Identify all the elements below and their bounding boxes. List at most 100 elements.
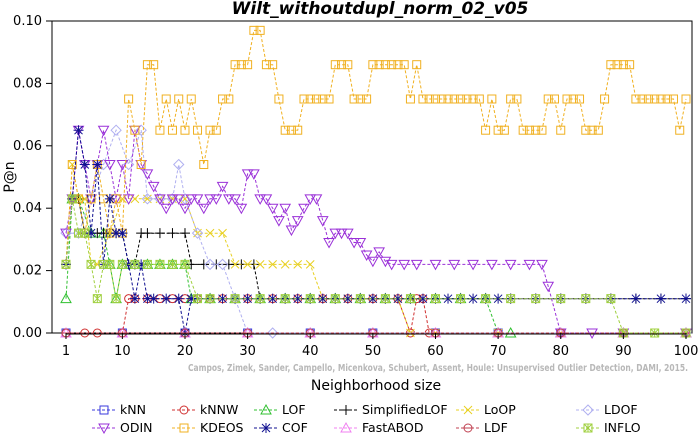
legend-label: LOF bbox=[282, 402, 306, 417]
inflo-point bbox=[355, 294, 365, 304]
kdeos-point bbox=[136, 160, 146, 170]
kdeos-point bbox=[524, 125, 534, 135]
kdeos-point bbox=[543, 94, 553, 104]
kdeos-point bbox=[261, 60, 271, 70]
loop-point bbox=[230, 260, 240, 269]
kdeos-point bbox=[318, 94, 328, 104]
kdeos-point bbox=[643, 94, 653, 104]
odin-point bbox=[241, 169, 254, 180]
cof-point bbox=[117, 228, 128, 239]
kdeos-point bbox=[418, 94, 428, 104]
kdeos-point bbox=[161, 94, 171, 104]
kdeos-point bbox=[493, 125, 503, 135]
ldof-point bbox=[72, 227, 85, 239]
kdeos-point bbox=[305, 94, 315, 104]
inflo-point bbox=[92, 294, 102, 304]
kdeos-point bbox=[393, 60, 403, 70]
kdeos-point bbox=[337, 60, 347, 70]
inflo-point bbox=[305, 294, 315, 304]
legend-lof-point bbox=[260, 403, 272, 415]
inflo-point bbox=[117, 259, 127, 269]
legend-label: KDEOS bbox=[200, 420, 244, 434]
kdeos-point bbox=[405, 94, 415, 104]
kdeos-point bbox=[549, 94, 559, 104]
kdeos-point bbox=[656, 94, 666, 104]
odin-point bbox=[486, 259, 498, 271]
odin-point bbox=[260, 194, 273, 205]
odin-point bbox=[429, 259, 442, 271]
kdeos-point bbox=[86, 194, 96, 204]
inflo-point bbox=[67, 194, 77, 204]
odin-point bbox=[197, 203, 210, 215]
odin-point bbox=[210, 194, 223, 205]
kdeos-point bbox=[218, 94, 228, 104]
legend-item-kdeos: KDEOS bbox=[172, 420, 244, 434]
kdeos-line bbox=[65, 29, 687, 265]
cof-point bbox=[104, 193, 115, 204]
odin-point bbox=[248, 169, 260, 180]
kdeos-point bbox=[481, 125, 491, 135]
kdeos-point bbox=[568, 94, 578, 104]
kdeos-point bbox=[506, 94, 516, 104]
odin-point bbox=[185, 194, 198, 205]
inflo-point bbox=[556, 294, 566, 304]
kdeos-point bbox=[662, 94, 672, 104]
series-kdeos bbox=[61, 25, 691, 269]
odin-point bbox=[285, 225, 298, 237]
cof-point bbox=[681, 293, 691, 304]
kdeos-point bbox=[612, 60, 622, 70]
x-tick-label: 90 bbox=[615, 344, 632, 359]
odin-point bbox=[304, 194, 317, 205]
kdeos-point bbox=[556, 125, 566, 135]
legend-label: SimplifiedLOF bbox=[362, 402, 448, 417]
y-tick-label: 0.06 bbox=[13, 139, 42, 154]
odin-point bbox=[373, 247, 385, 258]
kdeos-point bbox=[286, 125, 296, 135]
legend-item-fastabod: FastABOD bbox=[334, 420, 424, 434]
cof-point bbox=[493, 293, 504, 304]
x-tick-label: 40 bbox=[302, 344, 319, 359]
cof-point bbox=[267, 293, 278, 304]
legend-item-lof: LOF bbox=[254, 402, 306, 417]
cof-point bbox=[468, 293, 479, 304]
inflo-point bbox=[230, 294, 240, 304]
kdeos-point bbox=[668, 94, 678, 104]
x-tick-label: 70 bbox=[490, 344, 507, 359]
legend-item-ldof: LDOF bbox=[576, 402, 638, 417]
legend-item-loop: LoOP bbox=[456, 402, 516, 417]
odin-point bbox=[266, 203, 279, 215]
kdeos-point bbox=[675, 125, 685, 135]
kdeos-point bbox=[180, 125, 190, 135]
kdeos-point bbox=[149, 60, 159, 70]
kdeos-point bbox=[355, 94, 365, 104]
odin-point bbox=[216, 181, 229, 193]
kdeos-point bbox=[243, 60, 253, 70]
lof-point bbox=[60, 292, 72, 304]
legend-inflo-point bbox=[583, 423, 593, 433]
knnw-line bbox=[66, 298, 686, 335]
odin-point bbox=[542, 281, 555, 293]
legend-ldf-point bbox=[463, 423, 473, 433]
odin-point bbox=[279, 203, 292, 215]
ldof-point bbox=[204, 258, 216, 271]
kdeos-point bbox=[174, 94, 184, 104]
kdeos-point bbox=[637, 94, 647, 104]
kdeos-point bbox=[443, 94, 453, 104]
odin-point bbox=[298, 203, 310, 215]
odin-point bbox=[323, 238, 335, 249]
legend-label: LoOP bbox=[484, 402, 516, 417]
simplifiedlof-point bbox=[198, 259, 209, 270]
inflo-point bbox=[606, 294, 616, 304]
loop-point bbox=[293, 260, 303, 269]
kdeos-point bbox=[618, 60, 628, 70]
ldof-point bbox=[135, 124, 147, 136]
legend-label: INFLO bbox=[604, 420, 641, 434]
kdeos-point bbox=[368, 60, 378, 70]
inflo-point bbox=[330, 294, 340, 304]
cof-point bbox=[655, 293, 666, 304]
kdeos-point bbox=[193, 125, 203, 135]
kdeos-point bbox=[499, 125, 509, 135]
y-tick-label: 0.00 bbox=[13, 326, 42, 341]
inflo-point bbox=[430, 294, 440, 304]
cof-point bbox=[342, 293, 353, 304]
